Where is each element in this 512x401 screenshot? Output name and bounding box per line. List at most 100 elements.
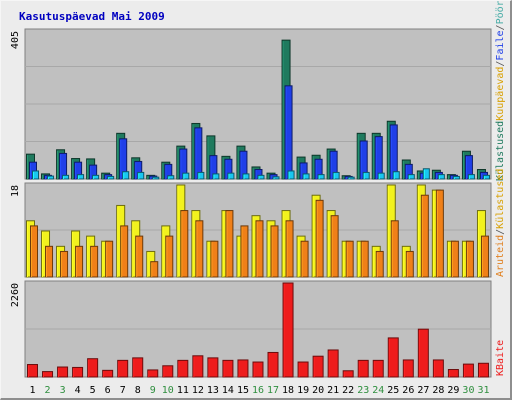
day-label: 23: [357, 385, 369, 396]
bar-files: [392, 171, 400, 180]
bar-kbytes: [147, 369, 159, 378]
day-label: 16: [252, 385, 264, 396]
bar-kbytes: [447, 369, 459, 378]
bar-visits: [375, 250, 384, 278]
bar-visits: [240, 225, 249, 278]
bar-kbytes: [117, 359, 129, 378]
bar-files: [227, 172, 235, 180]
day-label: 10: [162, 385, 174, 396]
bar-files: [212, 173, 220, 180]
bar-visits: [450, 240, 459, 278]
bar-visits: [180, 210, 189, 278]
bar-visits: [285, 220, 294, 278]
bar-visits: [60, 250, 69, 278]
bar-files: [137, 171, 145, 180]
bar-kbytes: [42, 371, 54, 378]
bar-kbytes: [72, 366, 84, 378]
bar-kbytes: [207, 357, 219, 378]
bar-kbytes: [387, 337, 399, 378]
legend-word: Kuupäevad: [495, 67, 506, 121]
day-label: 2: [45, 385, 51, 396]
bar-kbytes: [192, 355, 204, 378]
bar-kbytes: [162, 365, 174, 378]
bar-files: [107, 175, 115, 180]
bar-visits: [300, 240, 309, 278]
day-label: 5: [90, 385, 96, 396]
bar-visits: [360, 240, 369, 278]
bar-kbytes: [462, 363, 474, 378]
panel-kbytes: 2260: [10, 280, 492, 378]
panel-pages-files: 405: [10, 28, 492, 180]
bar-files: [482, 174, 490, 180]
day-label: 17: [267, 385, 279, 396]
chart-title: Kasutuspäevad Mai 2009: [19, 10, 165, 23]
bar-files: [437, 174, 445, 180]
bar-visits: [210, 240, 219, 278]
bar-visits: [330, 215, 339, 278]
bar-kbytes: [327, 349, 339, 378]
bar-kbytes: [237, 359, 249, 378]
bar-kbytes: [27, 364, 38, 378]
bar-files: [197, 171, 205, 180]
legend-word: /: [495, 229, 506, 235]
bar-visits: [405, 250, 414, 278]
mid-side-legend: Aruteid/Külastused: [495, 169, 506, 277]
y-max-label: 405: [10, 31, 21, 49]
bar-visits: [390, 220, 399, 278]
bar-kbytes: [342, 370, 354, 378]
day-label: 13: [207, 385, 219, 396]
panel-sites-visits: 18: [10, 182, 492, 278]
bar-files: [467, 174, 475, 180]
y-max-label: 18: [10, 185, 21, 197]
day-label: 11: [177, 385, 189, 396]
legend-word: /: [495, 24, 506, 30]
bar-visits: [345, 240, 354, 278]
bar-files: [182, 172, 190, 180]
bar-kbytes: [132, 357, 144, 378]
bar-files: [272, 176, 280, 180]
bar-files: [62, 174, 70, 180]
bar-kbytes: [297, 361, 309, 378]
bar-files: [122, 171, 130, 180]
bar-files: [362, 171, 370, 180]
day-label: 26: [402, 385, 414, 396]
bar-kbytes: [282, 282, 294, 378]
bar-visits: [120, 225, 129, 278]
bar-visits: [435, 189, 444, 278]
day-label: 29: [447, 385, 459, 396]
bar-files: [302, 173, 310, 180]
day-label: 19: [297, 385, 309, 396]
day-labels: 1 2 3 4 5 6 7 8 9 10 11 12 13 14 15 16 17 18 19 20 21 22 23 24 2…: [30, 385, 490, 396]
bar-visits: [165, 235, 174, 278]
day-label: 27: [417, 385, 429, 396]
bar-visits: [465, 240, 474, 278]
bar-visits: [150, 261, 159, 278]
bar-kbytes: [222, 359, 234, 378]
day-label: 20: [312, 385, 324, 396]
legend-word: /: [495, 61, 506, 67]
day-label: 12: [192, 385, 204, 396]
bar-files: [377, 172, 385, 180]
bar-kbytes: [57, 366, 69, 378]
bar-visits: [270, 225, 279, 278]
bar-visits: [30, 225, 38, 278]
bar-files: [257, 174, 265, 180]
legend-word: Aruteid: [495, 235, 506, 277]
bar-files: [317, 174, 325, 180]
day-label: 31: [477, 385, 489, 396]
bar-files: [92, 174, 100, 180]
bar-files: [152, 176, 160, 180]
bar-kbytes: [102, 369, 114, 378]
top-side-legend: KülastusedKuupäevad/Faile/Pöördumisi: [495, 1, 506, 181]
bar-visits: [135, 235, 144, 278]
bar-visits: [45, 245, 54, 278]
bar-files: [332, 171, 340, 180]
day-label: 15: [237, 385, 249, 396]
bar-kbytes: [267, 351, 279, 378]
day-label: 22: [342, 385, 354, 396]
day-label: 21: [327, 385, 339, 396]
bar-visits: [195, 220, 204, 278]
bar-visits: [75, 245, 84, 278]
